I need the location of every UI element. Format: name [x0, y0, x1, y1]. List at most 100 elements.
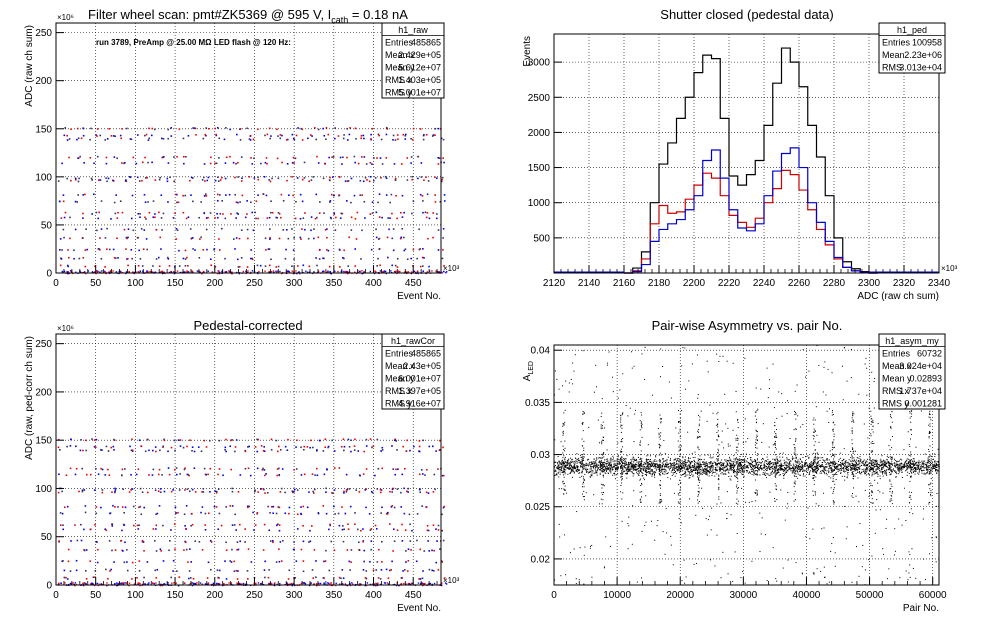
marker-point	[392, 228, 395, 230]
marker-point	[780, 469, 782, 471]
marker-point	[151, 271, 154, 274]
marker-point	[248, 175, 250, 178]
marker-point	[906, 474, 908, 476]
marker-point	[225, 450, 227, 453]
marker-point	[718, 475, 720, 477]
marker-point	[422, 200, 424, 202]
marker-point	[808, 465, 810, 467]
marker-point	[328, 156, 330, 159]
marker-point	[901, 467, 903, 469]
marker-point	[112, 248, 115, 251]
marker-point	[654, 471, 656, 473]
marker-point	[619, 459, 621, 461]
marker-point	[121, 211, 124, 214]
marker-point	[318, 439, 321, 442]
marker-point	[834, 467, 836, 469]
marker-point	[563, 462, 565, 464]
marker-point	[629, 462, 631, 464]
marker-point	[631, 458, 633, 460]
marker-point	[668, 467, 670, 469]
marker-point	[595, 461, 597, 463]
marker-point	[394, 439, 396, 441]
marker-point	[910, 467, 912, 469]
marker-point	[191, 582, 194, 584]
marker-point	[213, 248, 215, 251]
marker-point	[703, 463, 705, 465]
marker-point	[303, 177, 306, 179]
y-tick-label: 100	[35, 172, 52, 183]
marker-point	[61, 270, 64, 273]
marker-point	[270, 200, 272, 203]
marker-point	[225, 156, 228, 159]
marker-point	[600, 460, 602, 462]
marker-point	[766, 468, 768, 470]
marker-point	[413, 445, 415, 448]
marker-point	[433, 582, 436, 585]
marker-point	[562, 461, 564, 463]
marker-point	[868, 454, 870, 456]
marker-point	[215, 134, 218, 137]
marker-point	[778, 474, 780, 476]
marker-point	[428, 568, 431, 571]
marker-point	[874, 461, 876, 463]
marker-point	[270, 135, 272, 137]
marker-point	[365, 577, 368, 580]
marker-point	[769, 469, 771, 471]
marker-point	[319, 201, 321, 203]
marker-point	[685, 463, 687, 465]
marker-point	[575, 460, 577, 462]
marker-point	[361, 270, 363, 272]
marker-point	[770, 472, 772, 474]
marker-point	[217, 488, 220, 490]
marker-point	[811, 465, 813, 467]
marker-point	[114, 212, 117, 215]
marker-point	[797, 462, 799, 464]
marker-point	[742, 468, 744, 470]
marker-point	[105, 568, 107, 571]
marker-point	[798, 468, 800, 470]
marker-point	[698, 466, 700, 468]
marker-point	[99, 237, 101, 239]
marker-point	[706, 474, 708, 476]
marker-point	[224, 560, 226, 562]
marker-point	[770, 471, 772, 473]
stats-value: 2.23e+06	[904, 50, 942, 60]
marker-point	[743, 458, 745, 460]
marker-point	[442, 227, 445, 230]
marker-point	[666, 464, 668, 466]
marker-point	[767, 462, 769, 464]
marker-point	[602, 463, 604, 465]
marker-point	[676, 466, 678, 468]
marker-point	[733, 464, 735, 466]
marker-point	[116, 157, 118, 160]
marker-point	[677, 459, 679, 461]
marker-point	[646, 455, 648, 457]
marker-point	[82, 449, 84, 452]
marker-point	[108, 474, 111, 476]
marker-point	[635, 465, 637, 467]
marker-point	[379, 157, 382, 159]
marker-point	[196, 270, 199, 272]
marker-point	[110, 568, 112, 571]
marker-point	[563, 463, 565, 465]
marker-point	[250, 157, 252, 159]
marker-point	[346, 549, 349, 551]
marker-point	[73, 257, 75, 260]
y-tick-label: 3000	[528, 58, 551, 69]
marker-point	[396, 529, 399, 532]
marker-point	[927, 460, 929, 462]
marker-point	[151, 127, 154, 130]
marker-point	[908, 467, 910, 469]
stats-box-frame	[878, 22, 946, 74]
marker-point	[438, 449, 441, 452]
marker-point	[426, 529, 429, 532]
marker-point	[758, 469, 760, 471]
marker-point	[601, 470, 603, 472]
marker-point	[933, 458, 935, 460]
marker-point	[836, 474, 838, 476]
marker-point	[343, 490, 345, 493]
marker-point	[96, 155, 99, 158]
marker-point	[884, 460, 886, 462]
marker-point	[428, 445, 431, 448]
marker-point	[725, 460, 727, 462]
